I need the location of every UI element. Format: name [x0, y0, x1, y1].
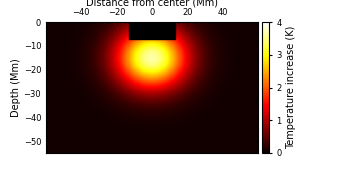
- Bar: [129, 22, 175, 39]
- X-axis label: Distance from center (Mm): Distance from center (Mm): [86, 0, 218, 7]
- Y-axis label: Depth (Mm): Depth (Mm): [11, 58, 21, 117]
- Y-axis label: Temperature increase (K): Temperature increase (K): [286, 26, 296, 149]
